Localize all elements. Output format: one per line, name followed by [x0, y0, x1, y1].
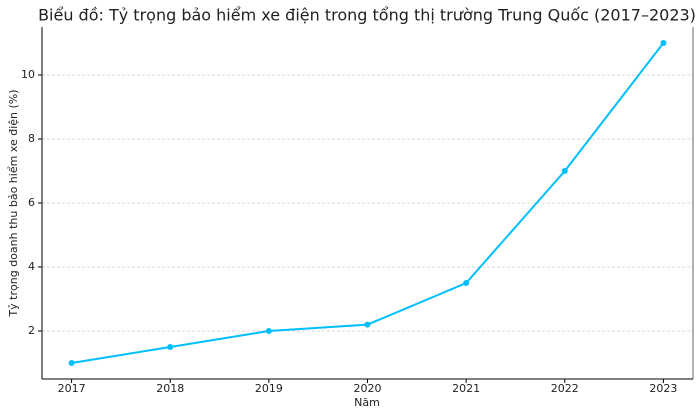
point	[167, 344, 174, 350]
x-tick-label: 2023	[649, 382, 677, 395]
x-axis-label: Năm	[354, 396, 380, 409]
x-tick-label: 2019	[255, 382, 283, 395]
y-axis-label: Tỷ trọng doanh thu bảo hiểm xe điện (%)	[7, 89, 20, 317]
point	[660, 40, 667, 46]
chart-title: Biểu đồ: Tỷ trọng bảo hiểm xe điện trong…	[38, 6, 696, 25]
point	[68, 360, 75, 366]
x-tick-label: 2017	[58, 382, 86, 395]
y-tick-label: 2	[28, 324, 35, 337]
x-tick-label: 2021	[452, 382, 480, 395]
y-tick-label: 10	[21, 68, 35, 81]
x-tick-label: 2022	[551, 382, 579, 395]
point	[463, 280, 470, 286]
y-tick-label: 4	[28, 260, 35, 273]
x-tick-label: 2018	[156, 382, 184, 395]
x-tick-label: 2020	[354, 382, 382, 395]
y-tick-label: 8	[28, 132, 35, 145]
point	[265, 328, 272, 334]
y-tick-label: 6	[28, 196, 35, 209]
point	[364, 321, 371, 328]
point	[561, 168, 568, 174]
